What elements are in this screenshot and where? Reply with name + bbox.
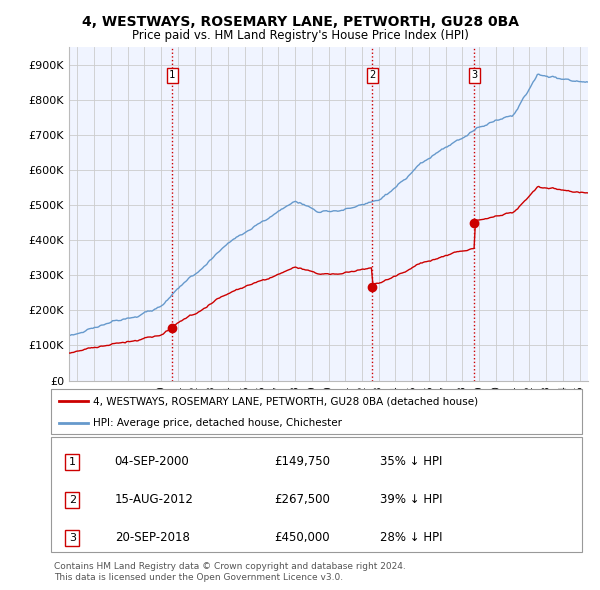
Text: This data is licensed under the Open Government Licence v3.0.: This data is licensed under the Open Gov… [54,572,343,582]
Text: 1: 1 [69,457,76,467]
FancyBboxPatch shape [51,389,582,434]
Text: 3: 3 [69,533,76,543]
Text: 04-SEP-2000: 04-SEP-2000 [115,455,190,468]
Text: Price paid vs. HM Land Registry's House Price Index (HPI): Price paid vs. HM Land Registry's House … [131,29,469,42]
Text: 35% ↓ HPI: 35% ↓ HPI [380,455,443,468]
FancyBboxPatch shape [51,437,582,552]
Text: £149,750: £149,750 [274,455,330,468]
Text: £267,500: £267,500 [274,493,330,506]
Text: 4, WESTWAYS, ROSEMARY LANE, PETWORTH, GU28 0BA: 4, WESTWAYS, ROSEMARY LANE, PETWORTH, GU… [82,15,518,30]
Text: 15-AUG-2012: 15-AUG-2012 [115,493,194,506]
Text: 2: 2 [369,70,376,80]
Text: £450,000: £450,000 [274,532,329,545]
Text: 39% ↓ HPI: 39% ↓ HPI [380,493,443,506]
Text: 28% ↓ HPI: 28% ↓ HPI [380,532,443,545]
Text: 20-SEP-2018: 20-SEP-2018 [115,532,190,545]
Text: 3: 3 [472,70,478,80]
Text: 2: 2 [68,495,76,505]
Text: HPI: Average price, detached house, Chichester: HPI: Average price, detached house, Chic… [94,418,343,428]
Text: Contains HM Land Registry data © Crown copyright and database right 2024.: Contains HM Land Registry data © Crown c… [54,562,406,571]
Text: 4, WESTWAYS, ROSEMARY LANE, PETWORTH, GU28 0BA (detached house): 4, WESTWAYS, ROSEMARY LANE, PETWORTH, GU… [94,396,479,407]
Text: 1: 1 [169,70,175,80]
